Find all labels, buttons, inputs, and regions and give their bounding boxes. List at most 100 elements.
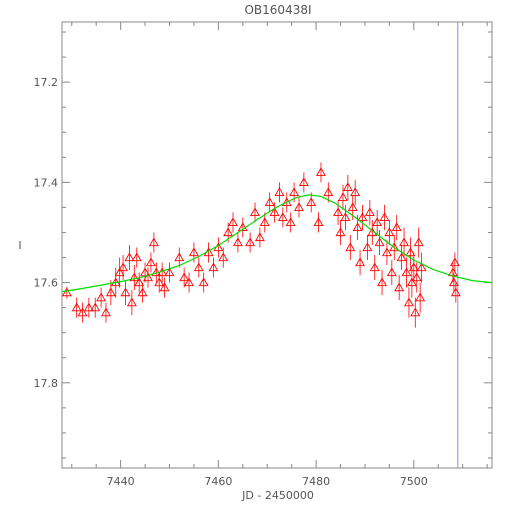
data-point	[145, 257, 156, 267]
data-point	[232, 237, 243, 247]
data-point	[405, 247, 416, 257]
data-point	[416, 262, 427, 272]
data-point	[118, 262, 129, 272]
data-point	[281, 197, 292, 207]
data-point	[77, 307, 88, 317]
data-point	[120, 287, 131, 297]
data-point	[264, 197, 275, 207]
data-point	[347, 202, 358, 212]
x-tick-label: 7440	[107, 475, 135, 488]
data-point	[90, 302, 101, 312]
data-point	[408, 262, 419, 272]
data-point	[364, 207, 375, 217]
data-point	[193, 262, 204, 272]
data-point	[355, 257, 366, 267]
plot-frame	[61, 21, 493, 469]
data-point	[277, 212, 288, 222]
model-curve-layer	[61, 194, 493, 293]
data-point	[391, 222, 402, 232]
y-tick-label: 17.4	[34, 176, 59, 189]
data-point	[129, 272, 140, 282]
data-point	[131, 252, 142, 262]
data-point	[126, 297, 137, 307]
data-point	[403, 297, 414, 307]
data-point	[228, 217, 238, 227]
y-tick-label: 17.6	[34, 277, 59, 290]
data-point	[394, 282, 405, 292]
data-point	[306, 197, 317, 207]
data-point	[148, 237, 159, 247]
data-point	[298, 177, 309, 186]
data-point	[289, 187, 300, 196]
data-point	[124, 252, 135, 262]
data-point	[61, 287, 72, 297]
data-point	[143, 272, 153, 282]
data-point	[410, 307, 421, 317]
data-point	[345, 242, 356, 252]
axis-ticks: 7440 7460 7480 7500 17.2 17.4 17.6 17.8	[34, 22, 492, 488]
y-axis-label: I	[18, 239, 21, 252]
data-point	[369, 262, 380, 272]
data-point	[335, 227, 346, 237]
data-point	[134, 277, 145, 287]
data-point	[274, 187, 285, 196]
data-point	[386, 267, 397, 277]
x-tick-label: 7500	[400, 475, 428, 488]
data-point	[237, 222, 248, 232]
x-axis-label: JD - 2450000	[241, 489, 314, 502]
data-point	[179, 272, 190, 282]
data-point	[154, 277, 165, 287]
data-point	[316, 167, 326, 176]
x-tick-label: 7460	[204, 475, 232, 488]
y-tick-label: 17.8	[34, 377, 59, 390]
data-point	[285, 217, 296, 227]
x-tick-label: 7480	[302, 475, 330, 488]
data-point	[413, 237, 424, 247]
data-point	[71, 302, 82, 312]
data-point	[208, 262, 219, 272]
data-point	[159, 282, 170, 292]
data-point	[101, 307, 111, 317]
data-point	[198, 277, 209, 287]
data-point	[399, 237, 410, 247]
data-point	[294, 202, 304, 212]
data-point	[333, 207, 344, 217]
data-point	[269, 207, 280, 217]
data-point	[381, 247, 392, 257]
data-point	[372, 217, 383, 227]
data-point	[401, 267, 412, 277]
data-point	[96, 292, 107, 302]
chart-title: OB160438I	[244, 3, 311, 17]
data-point	[105, 287, 116, 297]
data-point	[342, 182, 353, 191]
data-point	[448, 277, 459, 287]
data-point	[164, 267, 175, 277]
data-point	[188, 247, 199, 257]
data-point	[352, 222, 363, 232]
data-point	[323, 187, 334, 196]
data-point	[250, 207, 260, 217]
data-point	[174, 252, 185, 262]
data-point	[450, 287, 461, 297]
data-point	[411, 272, 422, 282]
data-point	[357, 212, 368, 222]
data-point	[389, 242, 400, 252]
data-point	[340, 212, 351, 222]
data-point	[362, 242, 373, 252]
data-point	[350, 187, 361, 196]
data-point	[337, 192, 348, 201]
data-points-layer	[61, 162, 461, 328]
data-point	[83, 302, 94, 312]
data-point	[218, 252, 229, 262]
data-point	[223, 227, 234, 237]
data-point	[377, 277, 388, 287]
data-point	[245, 237, 256, 247]
data-point	[379, 212, 390, 222]
data-point	[415, 292, 426, 302]
y-tick-label: 17.2	[34, 76, 59, 89]
data-point	[313, 217, 324, 227]
data-point	[449, 257, 460, 267]
data-point	[137, 287, 148, 297]
data-point	[114, 267, 125, 277]
data-point	[254, 232, 265, 242]
